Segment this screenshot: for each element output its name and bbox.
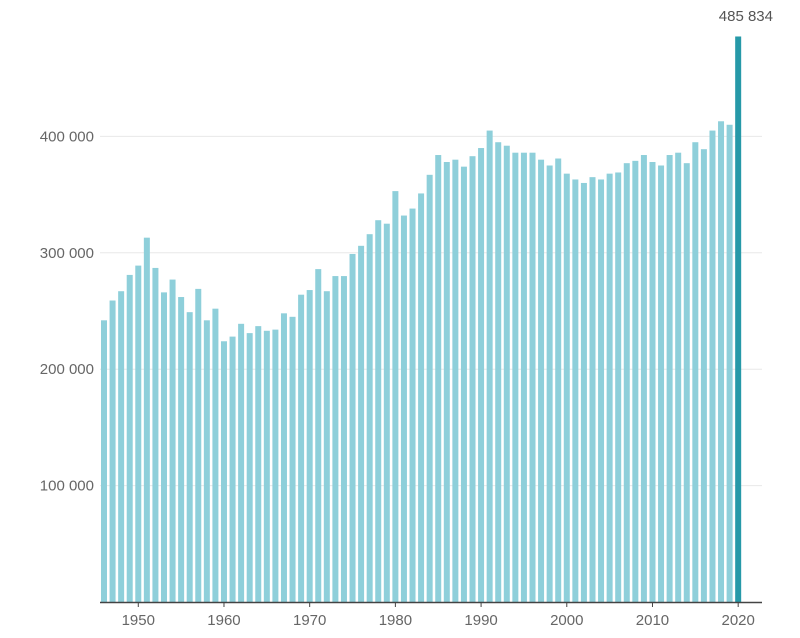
- bar-1956: [186, 312, 193, 602]
- bar-2010: [649, 162, 656, 602]
- bar-1992: [495, 142, 502, 602]
- bar-2016: [700, 149, 707, 603]
- x-tick-label: 1950: [122, 612, 155, 629]
- y-tick-label: 200 000: [40, 361, 94, 378]
- bar-1950: [135, 265, 142, 602]
- x-tick-label: 1980: [379, 612, 412, 629]
- bar-1962: [238, 323, 245, 602]
- bar-2019: [726, 124, 733, 602]
- bar-1999: [555, 158, 562, 603]
- x-tick-label: 2020: [721, 612, 754, 629]
- bar-1969: [298, 294, 305, 602]
- bar-1952: [152, 267, 159, 602]
- bar-1953: [160, 292, 167, 602]
- last-value-annotation: 485 834: [719, 8, 773, 25]
- bar-1971: [315, 269, 322, 602]
- bar-1958: [203, 320, 210, 602]
- bar-1960: [220, 341, 227, 602]
- y-tick-label: 400 000: [40, 128, 94, 145]
- bar-1959: [212, 308, 219, 602]
- bar-1981: [400, 215, 407, 602]
- bar-1955: [178, 297, 185, 602]
- y-tick-label: 100 000: [40, 478, 94, 495]
- bar-1967: [280, 313, 287, 602]
- bar-1972: [323, 291, 330, 602]
- bar-1951: [143, 237, 150, 602]
- bar-1954: [169, 279, 176, 602]
- bar-1994: [512, 152, 519, 603]
- bar-2000: [563, 173, 570, 602]
- bar-1949: [126, 274, 133, 602]
- bar-1997: [538, 159, 545, 602]
- bar-2017: [709, 130, 716, 602]
- bar-1987: [452, 159, 459, 602]
- bar-2005: [606, 173, 613, 602]
- bar-1973: [332, 276, 339, 602]
- bar-1983: [418, 193, 425, 602]
- bar-1982: [409, 208, 416, 602]
- bar-1975: [349, 253, 356, 603]
- bar-1977: [366, 234, 373, 602]
- bar-1991: [486, 130, 493, 602]
- bar-2004: [598, 179, 605, 602]
- bar-1965: [263, 330, 270, 602]
- bar-2020: [735, 36, 742, 603]
- bar-1984: [426, 174, 433, 602]
- x-axis-ticks: 1950 1960 1970 1980 1990 2000 2010 2020: [122, 602, 755, 629]
- bar-1986: [443, 162, 450, 602]
- bar-1974: [340, 276, 347, 602]
- bar-2007: [623, 163, 630, 602]
- bar-2015: [692, 142, 699, 602]
- bar-1963: [246, 333, 253, 602]
- bar-1970: [306, 290, 313, 602]
- bar-1966: [272, 329, 279, 602]
- bar-2008: [632, 160, 639, 602]
- bar-1964: [255, 326, 262, 602]
- bar-1988: [460, 166, 467, 602]
- bar-2006: [615, 172, 622, 602]
- bars: [101, 36, 742, 603]
- x-tick-label: 1970: [293, 612, 326, 629]
- bar-1976: [358, 245, 365, 603]
- bar-2014: [683, 163, 690, 602]
- y-tick-label: 300 000: [40, 245, 94, 262]
- bar-1979: [383, 223, 390, 602]
- bar-2012: [666, 155, 673, 603]
- x-tick-label: 2010: [636, 612, 669, 629]
- bar-2003: [589, 177, 596, 602]
- bar-2002: [580, 182, 587, 602]
- bar-2009: [640, 155, 647, 603]
- bar-1947: [109, 300, 116, 602]
- bar-1996: [529, 152, 536, 603]
- bar-1990: [478, 148, 485, 603]
- bar-1948: [118, 291, 125, 602]
- bar-2013: [675, 152, 682, 603]
- bar-1989: [469, 156, 476, 603]
- y-axis-ticks: 100 000 200 000 300 000 400 000: [40, 128, 94, 494]
- bar-1985: [435, 155, 442, 603]
- x-tick-label: 1990: [464, 612, 497, 629]
- bar-1998: [546, 165, 553, 602]
- bar-1978: [375, 220, 382, 602]
- bar-1946: [101, 320, 107, 602]
- x-tick-label: 2000: [550, 612, 583, 629]
- bar-1993: [503, 145, 510, 602]
- bar-2001: [572, 179, 579, 602]
- bar-2011: [658, 165, 665, 602]
- bar-2018: [718, 121, 725, 602]
- bar-1957: [195, 288, 202, 602]
- bar-1980: [392, 191, 399, 602]
- bar-1995: [520, 152, 527, 603]
- x-tick-label: 1960: [207, 612, 240, 629]
- bar-1961: [229, 336, 236, 602]
- bar-1968: [289, 316, 296, 602]
